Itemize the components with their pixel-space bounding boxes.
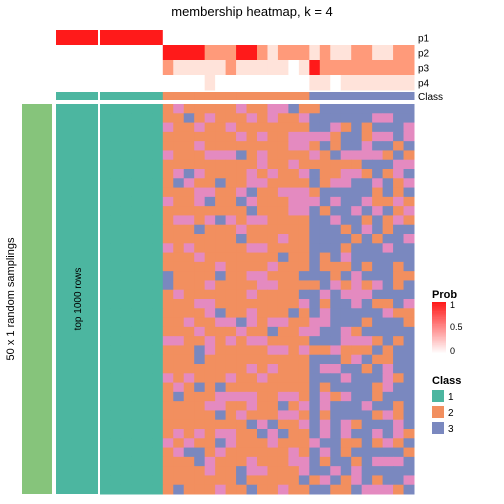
svg-text:p3: p3	[418, 63, 430, 74]
svg-text:Class: Class	[418, 92, 443, 103]
svg-text:2: 2	[448, 408, 454, 419]
svg-text:Class: Class	[432, 375, 461, 387]
svg-text:top 1000 rows: top 1000 rows	[73, 268, 84, 331]
heatmap-svg: p1 p2 p3 p4 Class 50 x 1 random samplings top …	[0, 0, 504, 504]
svg-text:0.5: 0.5	[450, 322, 463, 332]
svg-text:50 x 1 random samplings: 50 x 1 random samplings	[5, 237, 17, 360]
svg-text:1: 1	[450, 300, 455, 310]
svg-text:p2: p2	[418, 48, 430, 59]
chart-root: membership heatmap, k = 4 p1 p2 p3 p4 Class 5…	[0, 0, 504, 504]
svg-text:1: 1	[448, 392, 454, 403]
svg-text:3: 3	[448, 424, 454, 435]
svg-text:p1: p1	[418, 33, 430, 44]
chart-title: membership heatmap, k = 4	[0, 4, 504, 19]
svg-text:0: 0	[450, 346, 455, 356]
svg-text:p4: p4	[418, 78, 430, 89]
